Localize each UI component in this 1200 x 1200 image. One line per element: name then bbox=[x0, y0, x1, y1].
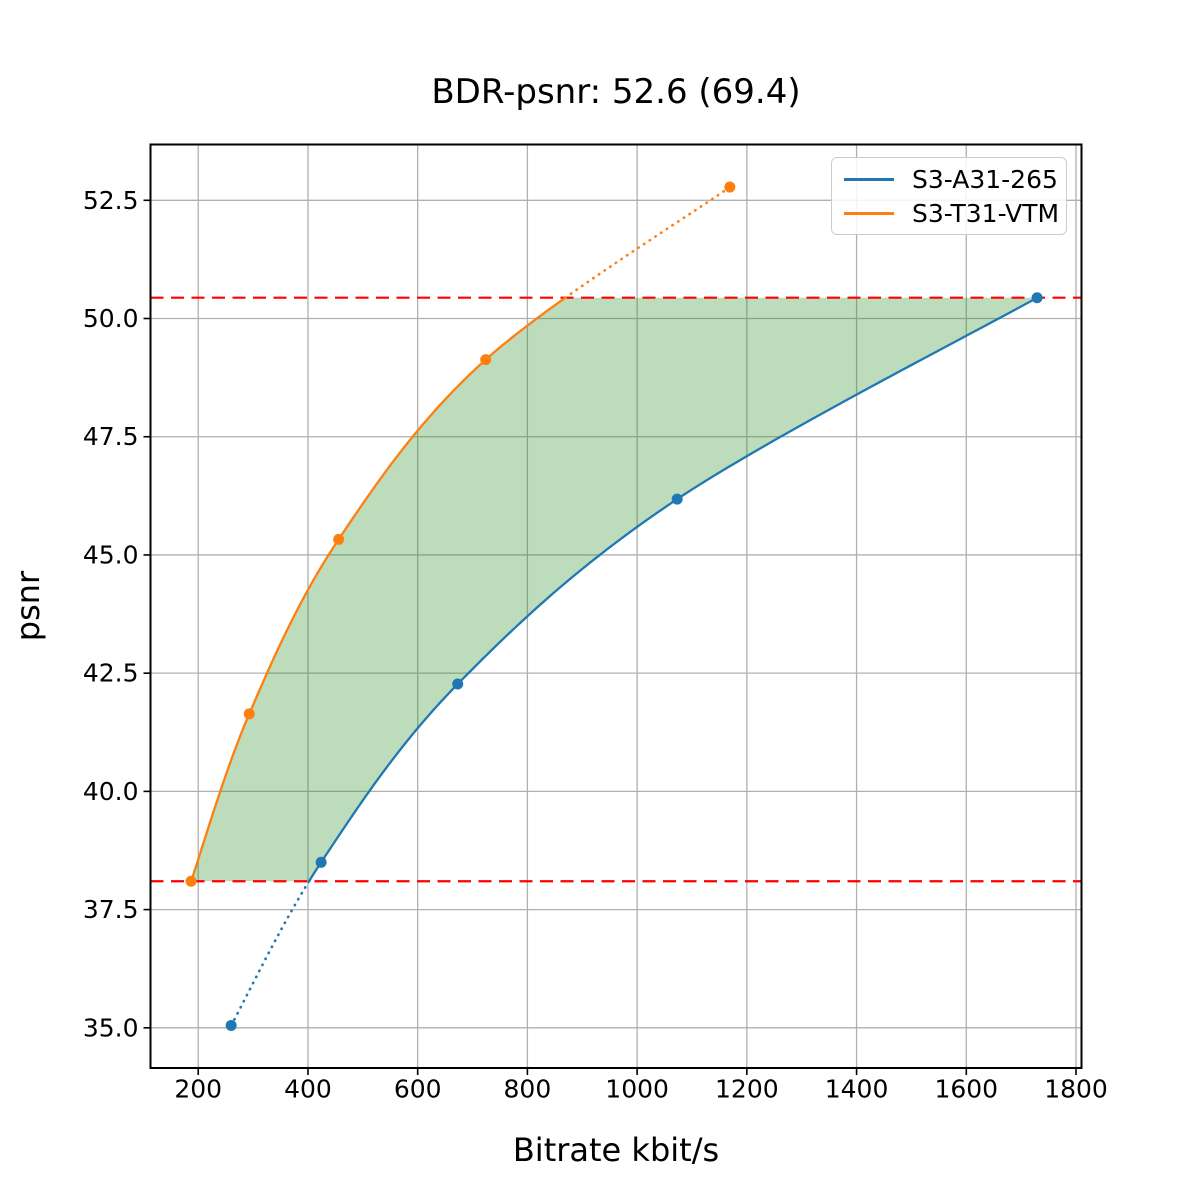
x-tick-label: 1200 bbox=[715, 1074, 779, 1103]
x-tick-label: 800 bbox=[504, 1074, 552, 1103]
series-curve-S3-A31-265 bbox=[308, 296, 1038, 882]
shaded-overlap-region bbox=[191, 297, 1038, 882]
y-tick-label: 50.0 bbox=[83, 304, 139, 333]
x-tick-label: 200 bbox=[174, 1074, 222, 1103]
y-tick-label: 47.5 bbox=[83, 422, 139, 451]
y-tick-label: 35.0 bbox=[83, 1013, 139, 1042]
y-tick-label: 37.5 bbox=[83, 895, 139, 924]
axes-frame bbox=[149, 143, 1083, 1069]
x-tick-label: 1600 bbox=[934, 1074, 998, 1103]
x-tick-label: 1400 bbox=[825, 1074, 889, 1103]
data-point-marker bbox=[452, 678, 464, 690]
data-point-marker bbox=[480, 354, 492, 366]
y-tick-label: 52.5 bbox=[83, 186, 139, 215]
series-curve-dotted-S3-A31-265 bbox=[229, 879, 311, 1027]
data-point-marker bbox=[243, 708, 255, 720]
data-point-marker bbox=[333, 533, 345, 545]
series-curve-S3-T31-VTM bbox=[190, 296, 567, 882]
legend-line-swatch-blue bbox=[844, 177, 894, 181]
x-tick-label: 1800 bbox=[1044, 1074, 1108, 1103]
data-point-marker bbox=[671, 493, 683, 505]
series-curve-dotted-S3-T31-VTM bbox=[564, 185, 732, 300]
legend-item: S3-A31-265 bbox=[832, 163, 1066, 195]
x-tick-label: 1000 bbox=[605, 1074, 669, 1103]
legend-label: S3-T31-VTM bbox=[912, 198, 1060, 228]
y-tick-label: 42.5 bbox=[83, 659, 139, 688]
y-tick-label: 40.0 bbox=[83, 777, 139, 806]
legend: S3-A31-265 S3-T31-VTM bbox=[831, 157, 1067, 235]
chart-title: BDR-psnr: 52.6 (69.4) bbox=[431, 72, 801, 112]
data-point-marker bbox=[724, 181, 736, 193]
y-axis-label: psnr bbox=[9, 570, 47, 642]
y-tick-label: 45.0 bbox=[83, 540, 139, 569]
data-point-marker bbox=[225, 1019, 237, 1031]
legend-label: S3-A31-265 bbox=[912, 164, 1058, 194]
legend-line-swatch-orange bbox=[844, 211, 894, 215]
data-point-marker bbox=[185, 875, 197, 887]
x-tick-label: 400 bbox=[284, 1074, 332, 1103]
data-point-marker bbox=[315, 856, 327, 868]
x-tick-label: 600 bbox=[394, 1074, 442, 1103]
legend-item: S3-T31-VTM bbox=[832, 197, 1066, 229]
x-axis-label: Bitrate kbit/s bbox=[512, 1131, 720, 1169]
data-point-marker bbox=[1031, 292, 1043, 304]
